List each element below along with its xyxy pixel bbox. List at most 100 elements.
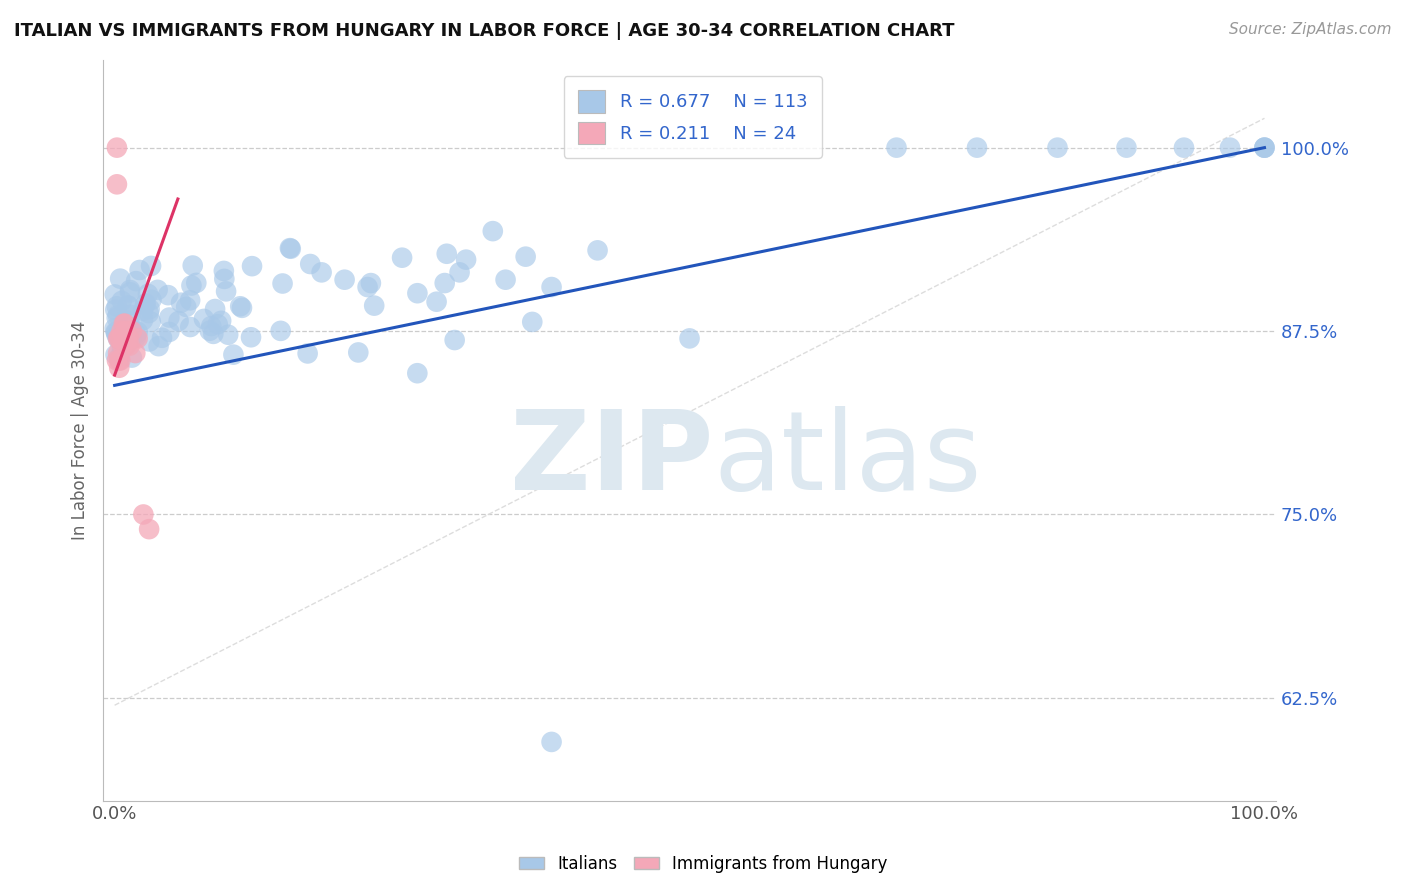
Point	[1173, 141, 1195, 155]
Text: ITALIAN VS IMMIGRANTS FROM HUNGARY IN LABOR FORCE | AGE 30-34 CORRELATION CHART: ITALIAN VS IMMIGRANTS FROM HUNGARY IN LA…	[14, 22, 955, 40]
Point	[107, 346, 129, 360]
Point	[132, 303, 155, 318]
Point	[124, 346, 146, 360]
Point	[222, 348, 245, 362]
Point	[1253, 141, 1275, 155]
Point	[193, 312, 215, 326]
Point	[540, 735, 562, 749]
Point	[347, 345, 370, 359]
Point	[360, 276, 382, 290]
Point	[406, 366, 429, 380]
Point	[138, 306, 160, 320]
Point	[886, 141, 908, 155]
Point	[214, 272, 236, 286]
Point	[127, 331, 149, 345]
Point	[481, 224, 503, 238]
Point	[138, 334, 160, 349]
Point	[217, 327, 239, 342]
Point	[186, 276, 208, 290]
Point	[436, 246, 458, 260]
Point	[104, 348, 127, 362]
Point	[110, 324, 132, 338]
Point	[157, 310, 180, 325]
Point	[311, 265, 333, 279]
Point	[280, 242, 302, 256]
Point	[240, 330, 263, 344]
Point	[148, 339, 170, 353]
Point	[121, 324, 143, 338]
Point	[104, 321, 127, 335]
Point	[141, 293, 163, 307]
Point	[207, 318, 229, 332]
Point	[299, 257, 322, 271]
Point	[105, 326, 128, 340]
Point	[105, 353, 128, 368]
Point	[114, 313, 136, 327]
Point	[117, 331, 139, 345]
Point	[426, 294, 449, 309]
Point	[297, 346, 319, 360]
Point	[204, 301, 226, 316]
Point	[105, 310, 128, 325]
Point	[406, 286, 429, 301]
Point	[134, 297, 156, 311]
Point	[495, 273, 517, 287]
Point	[107, 309, 129, 323]
Point	[198, 324, 221, 338]
Point	[120, 320, 142, 334]
Point	[179, 293, 201, 308]
Point	[240, 259, 263, 273]
Point	[229, 299, 252, 313]
Point	[443, 333, 465, 347]
Point	[138, 522, 160, 536]
Point	[111, 293, 134, 308]
Point	[167, 314, 190, 328]
Point	[215, 285, 238, 299]
Point	[139, 315, 162, 329]
Point	[180, 278, 202, 293]
Point	[1253, 141, 1275, 155]
Point	[127, 325, 149, 339]
Point	[108, 349, 131, 363]
Point	[104, 302, 127, 317]
Point	[271, 277, 294, 291]
Point	[104, 325, 127, 339]
Point	[105, 299, 128, 313]
Point	[200, 319, 222, 334]
Point	[118, 283, 141, 297]
Point	[678, 331, 700, 345]
Point	[179, 320, 201, 334]
Point	[120, 333, 142, 347]
Point	[363, 299, 385, 313]
Point	[114, 326, 136, 340]
Point	[170, 295, 193, 310]
Point	[136, 287, 159, 301]
Point	[1046, 141, 1069, 155]
Point	[391, 251, 413, 265]
Point	[540, 280, 562, 294]
Point	[157, 288, 180, 302]
Point	[115, 324, 138, 338]
Point	[1115, 141, 1137, 155]
Point	[114, 317, 136, 331]
Point	[270, 324, 292, 338]
Point	[157, 325, 180, 339]
Point	[118, 285, 141, 300]
Point	[108, 325, 131, 339]
Point	[114, 318, 136, 332]
Text: atlas: atlas	[713, 406, 981, 513]
Point	[202, 326, 225, 341]
Point	[1219, 141, 1241, 155]
Point	[139, 259, 162, 273]
Point	[146, 283, 169, 297]
Legend: R = 0.677    N = 113, R = 0.211    N = 24: R = 0.677 N = 113, R = 0.211 N = 24	[564, 76, 821, 158]
Point	[125, 274, 148, 288]
Point	[118, 330, 141, 344]
Point	[120, 308, 142, 322]
Point	[212, 264, 235, 278]
Text: Source: ZipAtlas.com: Source: ZipAtlas.com	[1229, 22, 1392, 37]
Point	[181, 259, 204, 273]
Point	[117, 299, 139, 313]
Point	[110, 331, 132, 345]
Point	[107, 333, 129, 347]
